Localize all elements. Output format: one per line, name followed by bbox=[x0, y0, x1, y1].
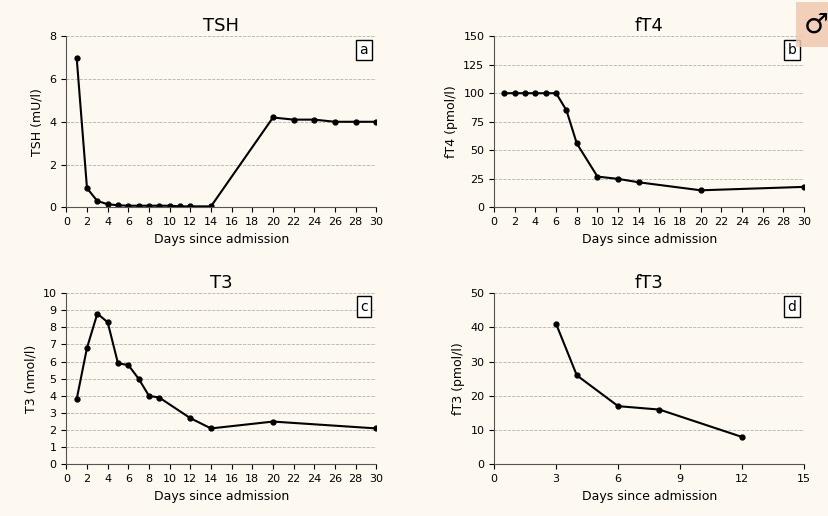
Y-axis label: fT3 (pmol/l): fT3 (pmol/l) bbox=[451, 343, 465, 415]
Y-axis label: T3 (nmol/l): T3 (nmol/l) bbox=[24, 345, 37, 413]
Text: a: a bbox=[359, 43, 368, 57]
Text: c: c bbox=[359, 300, 368, 314]
Text: ♂: ♂ bbox=[803, 10, 828, 38]
Title: fT4: fT4 bbox=[634, 17, 662, 35]
Title: T3: T3 bbox=[209, 273, 233, 292]
Text: d: d bbox=[787, 300, 795, 314]
Text: b: b bbox=[787, 43, 795, 57]
X-axis label: Days since admission: Days since admission bbox=[580, 490, 716, 503]
Title: TSH: TSH bbox=[203, 17, 239, 35]
Title: fT3: fT3 bbox=[634, 273, 662, 292]
Y-axis label: fT4 (pmol/l): fT4 (pmol/l) bbox=[444, 86, 457, 158]
X-axis label: Days since admission: Days since admission bbox=[153, 490, 289, 503]
Y-axis label: TSH (mU/l): TSH (mU/l) bbox=[31, 88, 44, 156]
X-axis label: Days since admission: Days since admission bbox=[153, 233, 289, 246]
X-axis label: Days since admission: Days since admission bbox=[580, 233, 716, 246]
